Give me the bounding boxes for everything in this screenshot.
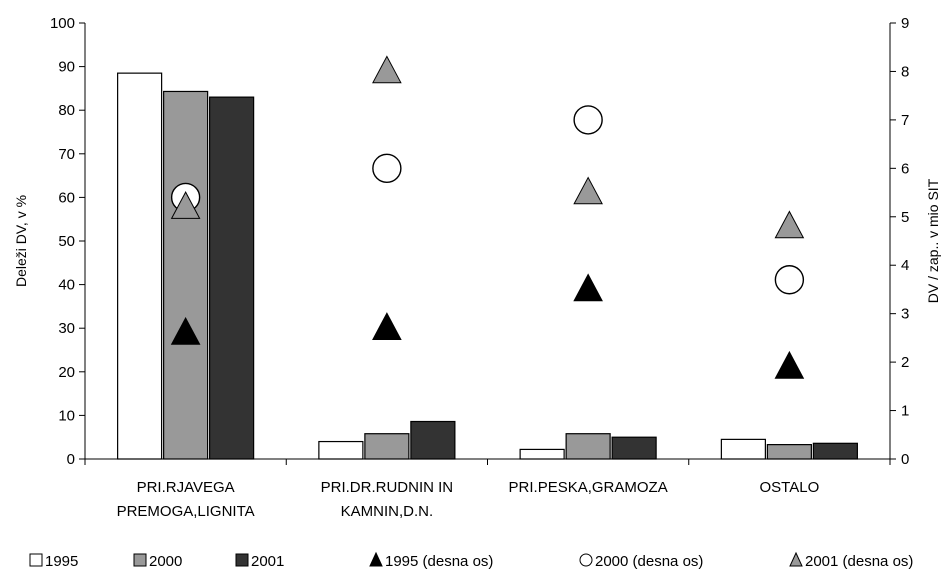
marker-circle-2000 (desna os) bbox=[573, 105, 603, 135]
left-tick-label: 100 bbox=[50, 15, 75, 32]
right-tick-label: 5 bbox=[901, 209, 909, 226]
legend-label: 2000 bbox=[149, 553, 182, 570]
left-tick-label: 40 bbox=[58, 277, 75, 294]
marker-triangle-1995 (desna os) bbox=[573, 273, 603, 302]
category-label: PRI.RJAVEGA bbox=[137, 479, 235, 496]
legend-label: 2001 (desna os) bbox=[805, 553, 913, 570]
marker-triangle-2001 (desna os) bbox=[170, 191, 201, 219]
legend-label: 2001 bbox=[251, 553, 284, 570]
legend-swatch-2001 (desna os) bbox=[789, 551, 803, 567]
marker-triangle-2001 (desna os) bbox=[573, 176, 603, 205]
category-label: OSTALO bbox=[760, 479, 820, 496]
left-tick-label: 60 bbox=[58, 189, 75, 206]
bar-2000 bbox=[565, 433, 611, 460]
legend-swatch-2000 bbox=[133, 553, 147, 567]
right-tick-label: 7 bbox=[901, 112, 909, 129]
right-tick-label: 9 bbox=[901, 15, 909, 32]
legend-label: 1995 (desna os) bbox=[385, 553, 493, 570]
category-label: PRI.PESKA,GRAMOZA bbox=[509, 479, 668, 496]
left-axis-title: Deleži DV, v % bbox=[13, 195, 29, 287]
category-label: PRI.DR.RUDNIN IN bbox=[321, 479, 454, 496]
left-tick-label: 50 bbox=[58, 233, 75, 250]
bar-2000 bbox=[163, 90, 209, 460]
bar-2001 bbox=[611, 436, 657, 460]
right-tick-label: 0 bbox=[901, 451, 909, 468]
right-tick-label: 1 bbox=[901, 403, 909, 420]
bar-2001 bbox=[209, 96, 255, 460]
legend-label: 2000 (desna os) bbox=[595, 553, 703, 570]
bar-1995 bbox=[720, 438, 766, 460]
bar-1995 bbox=[318, 440, 364, 460]
right-tick-label: 4 bbox=[901, 257, 909, 274]
marker-triangle-2001 (desna os) bbox=[774, 210, 805, 239]
marker-circle-2000 (desna os) bbox=[372, 153, 402, 184]
left-tick-label: 80 bbox=[58, 102, 75, 119]
left-tick-label: 30 bbox=[58, 320, 75, 337]
bar-1995 bbox=[519, 448, 565, 460]
legend-swatch-1995 bbox=[29, 553, 43, 567]
right-tick-label: 6 bbox=[901, 160, 909, 177]
bar-2000 bbox=[766, 444, 812, 460]
marker-triangle-2001 (desna os) bbox=[372, 55, 402, 84]
marker-triangle-1995 (desna os) bbox=[372, 312, 402, 340]
bar-2001 bbox=[410, 420, 456, 460]
legend-swatch-2000 (desna os) bbox=[579, 553, 593, 567]
left-tick-label: 70 bbox=[58, 146, 75, 163]
bar-1995 bbox=[117, 72, 163, 460]
marker-triangle-1995 (desna os) bbox=[774, 350, 805, 379]
bar-2001 bbox=[812, 442, 858, 460]
legend-label: 1995 bbox=[45, 553, 78, 570]
category-label: KAMNIN,D.N. bbox=[341, 503, 434, 520]
left-tick-label: 0 bbox=[67, 451, 75, 468]
left-tick-label: 10 bbox=[58, 407, 75, 424]
left-tick-label: 90 bbox=[58, 59, 75, 76]
category-label: PREMOGA,LIGNITA bbox=[117, 503, 255, 520]
marker-triangle-1995 (desna os) bbox=[170, 316, 201, 345]
right-tick-label: 8 bbox=[901, 63, 909, 80]
legend-swatch-1995 (desna os) bbox=[369, 551, 383, 567]
right-tick-label: 3 bbox=[901, 306, 909, 323]
left-tick-label: 20 bbox=[58, 364, 75, 381]
right-axis-title: DV / zap.. v mio SIT bbox=[925, 178, 941, 303]
bar-2000 bbox=[364, 433, 410, 460]
legend-swatch-2001 bbox=[235, 553, 249, 567]
right-tick-label: 2 bbox=[901, 354, 909, 371]
marker-circle-2000 (desna os) bbox=[774, 265, 805, 295]
